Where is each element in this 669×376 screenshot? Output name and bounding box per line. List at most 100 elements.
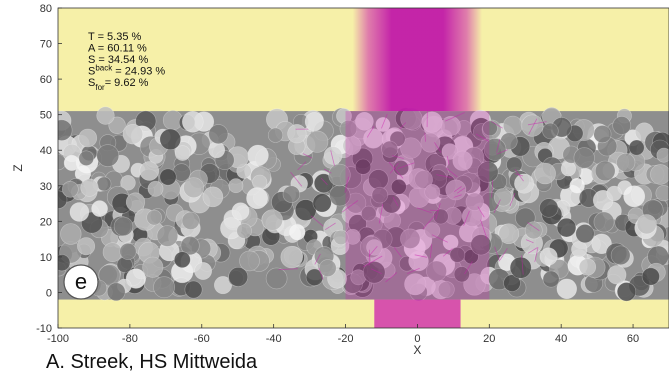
scatter-ray [429, 209, 439, 212]
scatter-ray [381, 113, 388, 129]
particle [287, 124, 307, 144]
particle [628, 139, 645, 156]
particle [246, 187, 269, 210]
particle [650, 164, 669, 185]
credit-text: A. Streek, HS Mittweida [46, 351, 258, 373]
scatter-ray [446, 167, 458, 178]
particle [463, 273, 486, 296]
stat-line: Sback = 24.93 % [88, 64, 165, 78]
scatter-ray [392, 155, 404, 159]
particle [616, 153, 636, 173]
particle [502, 115, 523, 136]
particle [607, 265, 627, 285]
y-tick-label: 60 [40, 74, 52, 86]
particle [58, 254, 71, 272]
particle [261, 209, 283, 231]
particle [616, 282, 637, 302]
particle [498, 223, 520, 244]
particle [424, 222, 441, 239]
particle [355, 158, 372, 175]
y-tick-label: 30 [40, 181, 52, 193]
particle [509, 256, 532, 279]
scatter-ray [368, 246, 378, 257]
particle [363, 128, 384, 149]
particle [636, 214, 657, 235]
particle [113, 216, 134, 237]
x-tick-label: 20 [483, 333, 495, 345]
y-axis-label: Z [11, 164, 25, 171]
scatter-ray [446, 156, 450, 165]
particle [282, 185, 301, 203]
particle [404, 273, 427, 296]
scatter-ray [527, 247, 538, 254]
particle [231, 202, 250, 221]
particle [194, 262, 213, 280]
particle [294, 199, 317, 221]
particle [306, 130, 329, 153]
particle [125, 192, 146, 212]
scatter-ray [324, 222, 336, 231]
particle [139, 161, 160, 181]
scatter-ray [422, 213, 437, 230]
particle [355, 112, 374, 131]
scatter-ray [397, 162, 415, 169]
particle [58, 119, 73, 141]
particle [503, 274, 521, 292]
particle [453, 266, 470, 283]
particle [208, 124, 229, 145]
particle [228, 266, 249, 287]
scatter-ray [494, 246, 501, 262]
particle [449, 247, 466, 263]
axes: -100 -80 -60 -40 -20 0 20 40 60-1001020304050607… [11, 3, 669, 357]
particle [60, 223, 82, 245]
y-tick-label: -10 [36, 323, 52, 335]
particle [181, 211, 200, 230]
x-tick-label: -60 [194, 333, 210, 345]
particle [120, 175, 136, 191]
plot-area [58, 8, 669, 328]
particle [91, 200, 108, 217]
particle [414, 170, 433, 189]
particle [146, 209, 162, 226]
scatter-ray [521, 255, 524, 275]
particle [122, 123, 144, 145]
x-tick-label: -20 [338, 333, 354, 345]
stats-block: T = 5.35 %A = 60.11 %S = 34.54 %Sback = … [88, 31, 165, 92]
scatter-ray [416, 207, 432, 214]
y-tick-label: 40 [40, 145, 52, 157]
scatter-ray [370, 268, 382, 274]
y-tick-label: 70 [40, 39, 52, 51]
particle [80, 178, 99, 197]
scatter-ray [464, 261, 473, 275]
particle [159, 128, 182, 151]
scatter-ray [491, 179, 494, 198]
scatter-ray [453, 194, 462, 198]
particle [156, 225, 179, 247]
particle [593, 125, 612, 144]
particle [424, 184, 441, 200]
particle [339, 120, 358, 138]
particle [381, 194, 402, 214]
scatter-ray [314, 253, 321, 265]
particle [214, 276, 233, 295]
particle [542, 270, 560, 288]
scatter-ray [496, 149, 508, 155]
scatter-ray [514, 173, 524, 177]
particle [506, 156, 523, 173]
particle [78, 128, 98, 148]
scatter-ray [445, 112, 465, 122]
y-tick-label: 10 [40, 252, 52, 264]
scatter-ray [278, 268, 298, 271]
particle [578, 258, 597, 276]
particle [108, 116, 126, 135]
particle [142, 256, 164, 278]
particle [483, 138, 507, 161]
particle [267, 127, 284, 143]
particle [318, 259, 337, 277]
particle [159, 168, 177, 186]
particle [184, 280, 203, 299]
particle [96, 106, 115, 125]
particle [594, 160, 616, 182]
particle [69, 202, 90, 222]
